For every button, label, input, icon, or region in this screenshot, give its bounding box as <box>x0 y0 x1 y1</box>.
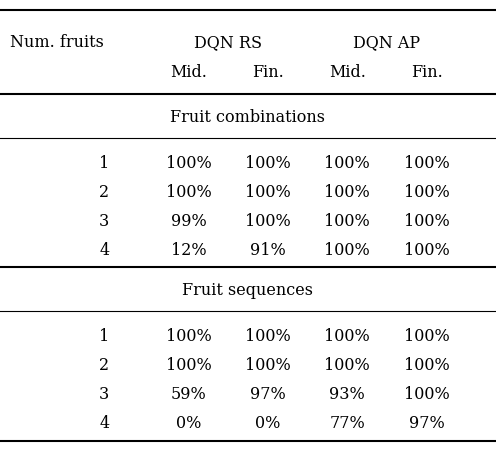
Text: 100%: 100% <box>324 184 370 201</box>
Text: 3: 3 <box>99 385 109 402</box>
Text: DQN RS: DQN RS <box>194 34 262 51</box>
Text: 97%: 97% <box>250 385 286 402</box>
Text: 12%: 12% <box>171 241 206 258</box>
Text: 100%: 100% <box>404 356 449 373</box>
Text: DQN AP: DQN AP <box>353 34 421 51</box>
Text: 100%: 100% <box>166 155 211 172</box>
Text: 4: 4 <box>99 414 109 431</box>
Text: 93%: 93% <box>329 385 365 402</box>
Text: Fin.: Fin. <box>252 64 284 81</box>
Text: Mid.: Mid. <box>329 64 366 81</box>
Text: 1: 1 <box>99 155 109 172</box>
Text: 100%: 100% <box>245 356 291 373</box>
Text: Fruit combinations: Fruit combinations <box>171 109 325 126</box>
Text: 100%: 100% <box>324 155 370 172</box>
Text: 3: 3 <box>99 212 109 230</box>
Text: 1: 1 <box>99 327 109 344</box>
Text: 100%: 100% <box>404 155 449 172</box>
Text: 100%: 100% <box>324 327 370 344</box>
Text: 2: 2 <box>99 184 109 201</box>
Text: 0%: 0% <box>176 414 201 431</box>
Text: Mid.: Mid. <box>170 64 207 81</box>
Text: 100%: 100% <box>324 241 370 258</box>
Text: 100%: 100% <box>166 184 211 201</box>
Text: 97%: 97% <box>409 414 444 431</box>
Text: 100%: 100% <box>245 155 291 172</box>
Text: 100%: 100% <box>404 327 449 344</box>
Text: 100%: 100% <box>166 356 211 373</box>
Text: 100%: 100% <box>404 212 449 230</box>
Text: 100%: 100% <box>324 212 370 230</box>
Text: 0%: 0% <box>255 414 281 431</box>
Text: 100%: 100% <box>245 212 291 230</box>
Text: 59%: 59% <box>171 385 206 402</box>
Text: 4: 4 <box>99 241 109 258</box>
Text: 100%: 100% <box>324 356 370 373</box>
Text: 100%: 100% <box>245 184 291 201</box>
Text: Num. fruits: Num. fruits <box>10 34 104 51</box>
Text: 91%: 91% <box>250 241 286 258</box>
Text: 99%: 99% <box>171 212 206 230</box>
Text: 100%: 100% <box>404 385 449 402</box>
Text: Fruit sequences: Fruit sequences <box>183 281 313 298</box>
Text: 100%: 100% <box>166 327 211 344</box>
Text: 100%: 100% <box>404 241 449 258</box>
Text: 77%: 77% <box>329 414 365 431</box>
Text: 100%: 100% <box>404 184 449 201</box>
Text: Fin.: Fin. <box>411 64 442 81</box>
Text: 100%: 100% <box>245 327 291 344</box>
Text: 2: 2 <box>99 356 109 373</box>
